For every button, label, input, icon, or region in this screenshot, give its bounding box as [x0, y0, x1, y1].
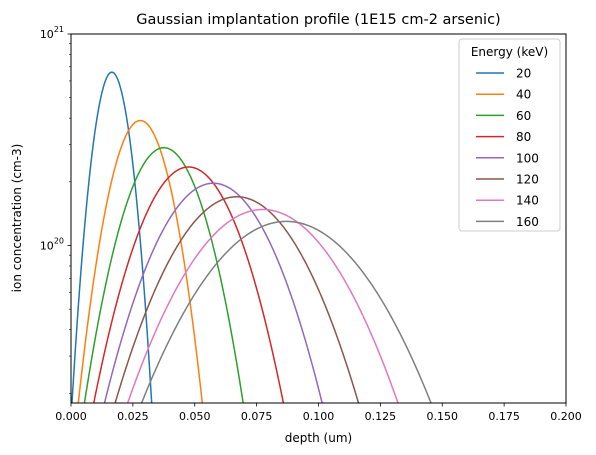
- y-tick-label: 1020: [40, 236, 64, 252]
- legend-label-40: 40: [516, 88, 531, 102]
- plot-frame: [70, 33, 567, 404]
- series-lines: [71, 71, 432, 403]
- x-tick-label: 0.150: [427, 410, 459, 423]
- y-axis-label: ion concentration (cm-3): [10, 144, 24, 293]
- series-line-60: [83, 146, 244, 403]
- series-line-160: [140, 220, 432, 403]
- legend-label-160: 160: [516, 215, 539, 229]
- x-axis-label: depth (um): [285, 431, 352, 445]
- x-tick-label: 0.075: [241, 410, 273, 423]
- y-axis: 1021 1020: [40, 25, 71, 394]
- legend-label-20: 20: [516, 67, 531, 81]
- legend-label-60: 60: [516, 109, 531, 123]
- legend: Energy (keV) 20 40 60 80 100 120 140 160: [458, 38, 561, 232]
- legend-label-80: 80: [516, 130, 531, 144]
- series-line-120: [114, 196, 360, 403]
- series-line-40: [77, 119, 204, 403]
- series-line-100: [103, 182, 323, 403]
- x-tick-label: 0.125: [365, 410, 397, 423]
- x-tick-label: 0.175: [488, 410, 520, 423]
- y-tick-label: 1021: [40, 25, 64, 41]
- legend-label-140: 140: [516, 194, 539, 208]
- x-axis: 0.000 0.025 0.050 0.075 0.100 0.125 0.150 0.175…: [55, 403, 582, 423]
- x-tick-label: 0.100: [303, 410, 335, 423]
- series-line-80: [92, 166, 285, 403]
- x-tick-label: 0.200: [550, 410, 582, 423]
- x-tick-label: 0.050: [179, 410, 211, 423]
- legend-label-100: 100: [516, 151, 539, 165]
- legend-box: [458, 38, 561, 232]
- series-line-140: [126, 208, 399, 403]
- chart-title: Gaussian implantation profile (1E15 cm-2…: [136, 12, 500, 28]
- x-tick-label: 0.000: [55, 410, 87, 423]
- legend-label-120: 120: [516, 173, 539, 187]
- x-tick-label: 0.025: [117, 410, 149, 423]
- legend-title: Energy (keV): [471, 45, 548, 59]
